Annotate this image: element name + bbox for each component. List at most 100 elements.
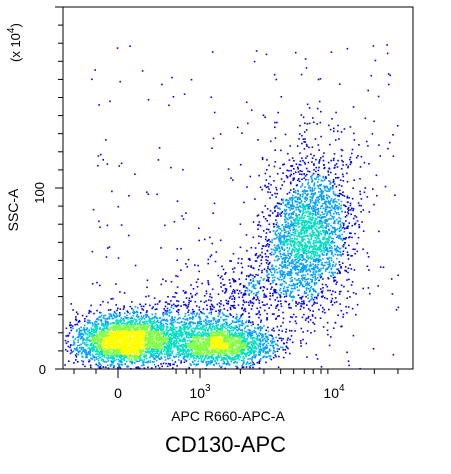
data-point: [282, 277, 285, 280]
data-point: [268, 350, 271, 352]
data-point: [302, 138, 305, 140]
data-point: [312, 210, 314, 212]
data-point: [104, 319, 107, 322]
data-point: [267, 280, 270, 283]
data-point: [329, 180, 331, 182]
data-point: [85, 351, 88, 354]
data-point: [112, 361, 115, 363]
data-point: [255, 273, 257, 276]
data-point: [339, 179, 342, 181]
data-point: [255, 254, 257, 257]
data-point: [316, 247, 319, 249]
data-point: [102, 359, 104, 361]
data-point: [304, 265, 306, 267]
data-point: [304, 214, 306, 217]
data-point: [305, 248, 307, 251]
data-point: [174, 296, 176, 298]
data-point: [304, 210, 307, 213]
data-point: [246, 353, 248, 356]
data-point: [264, 332, 267, 335]
data-point: [296, 198, 299, 201]
data-point: [266, 303, 268, 305]
data-point: [210, 355, 212, 358]
data-point: [252, 347, 255, 349]
data-point: [349, 296, 351, 298]
data-point: [176, 365, 178, 367]
data-point: [271, 286, 273, 288]
data-point: [281, 330, 283, 332]
data-point: [107, 321, 109, 324]
data-point: [268, 182, 270, 185]
data-point: [344, 238, 346, 240]
data-point: [265, 255, 267, 258]
data-point: [269, 344, 272, 347]
data-point: [257, 352, 260, 354]
data-point: [309, 196, 312, 198]
data-point: [330, 241, 333, 243]
data-point: [291, 203, 294, 206]
data-point: [84, 351, 86, 354]
data-point: [317, 259, 320, 262]
data-point: [182, 351, 184, 353]
data-point: [265, 336, 267, 338]
data-point: [233, 326, 236, 329]
data-point: [271, 241, 273, 244]
data-point: [249, 337, 252, 339]
data-point: [265, 236, 267, 238]
data-point: [251, 358, 253, 361]
data-point: [322, 231, 325, 234]
data-point: [225, 291, 227, 293]
data-point: [310, 238, 312, 241]
data-point: [261, 333, 264, 336]
data-point: [185, 355, 187, 358]
data-point: [130, 316, 133, 319]
data-point: [328, 124, 330, 127]
data-point: [170, 348, 172, 350]
data-point: [160, 326, 163, 328]
data-point: [207, 280, 209, 282]
data-point: [359, 166, 362, 168]
data-point: [318, 249, 320, 251]
data-point: [157, 364, 160, 367]
data-point: [112, 366, 115, 369]
data-point: [349, 204, 352, 207]
data-point: [190, 356, 192, 359]
data-point: [190, 364, 192, 366]
data-point: [139, 359, 141, 362]
data-point: [146, 286, 148, 289]
data-point: [89, 340, 91, 342]
data-point: [72, 336, 74, 339]
data-point: [207, 282, 210, 284]
data-point: [167, 303, 169, 305]
data-point: [332, 290, 334, 292]
data-point: [86, 321, 89, 324]
data-point: [250, 336, 252, 338]
data-point: [250, 290, 253, 292]
data-point: [264, 352, 267, 355]
data-point: [275, 215, 278, 217]
data-point: [273, 313, 275, 315]
data-point: [277, 255, 280, 258]
data-point: [313, 169, 315, 171]
data-point: [312, 246, 315, 248]
data-point: [88, 350, 90, 353]
data-point: [285, 351, 287, 354]
data-point: [160, 247, 162, 249]
data-point: [179, 354, 182, 357]
data-point: [160, 356, 162, 358]
data-point: [78, 347, 81, 349]
data-point: [313, 267, 316, 269]
data-point: [166, 349, 169, 352]
data-point: [343, 285, 345, 288]
data-point: [219, 276, 222, 279]
data-point: [270, 358, 273, 361]
data-point: [157, 324, 159, 327]
data-point: [187, 333, 190, 336]
data-point: [311, 196, 314, 199]
data-point: [305, 246, 307, 248]
data-point: [331, 237, 333, 240]
data-point: [335, 194, 337, 197]
data-point: [302, 268, 304, 270]
data-point: [149, 317, 151, 320]
data-point: [274, 291, 277, 294]
